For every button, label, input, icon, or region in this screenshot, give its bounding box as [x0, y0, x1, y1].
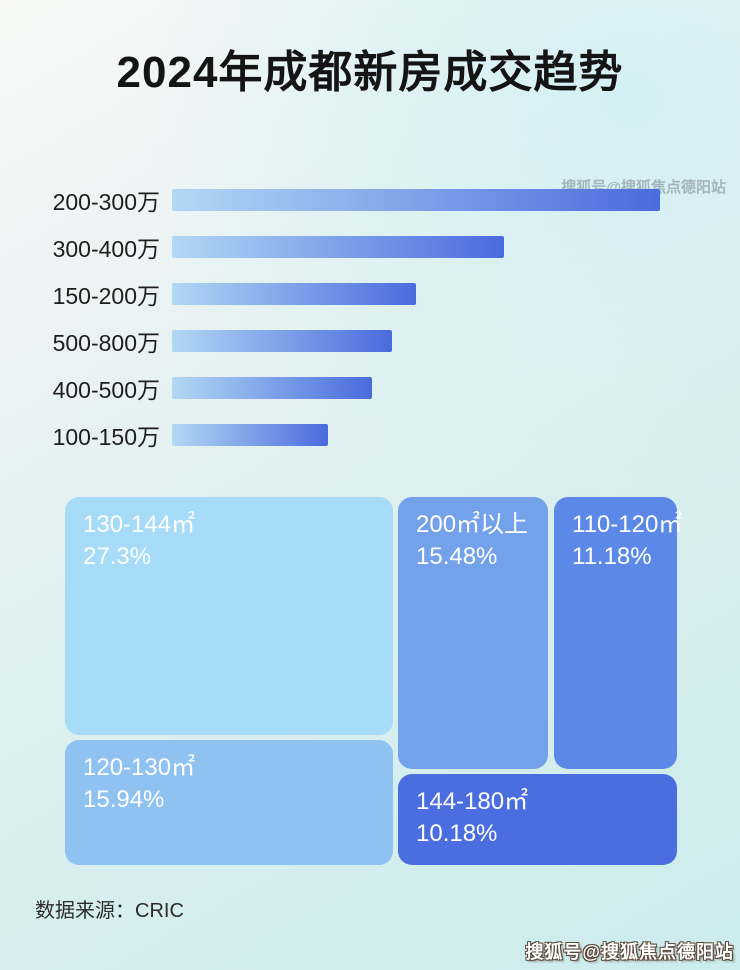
- watermark-bottom: 搜狐号@搜狐焦点德阳站: [525, 942, 734, 962]
- bar-category-label: 500-800万: [52, 330, 160, 356]
- bar-fill: [172, 189, 660, 211]
- treemap-block-label: 130-144㎡: [83, 511, 196, 538]
- bar-row: 100-150万: [28, 424, 660, 450]
- bar-category-label: 200-300万: [52, 189, 160, 215]
- bar-track: [172, 283, 660, 305]
- bar-track: [172, 377, 660, 399]
- treemap-block-value: 15.94%: [83, 786, 165, 813]
- bar-fill: [172, 330, 392, 352]
- price-range-bar-chart: 200-300万 300-400万 150-200万 500-800万 400-…: [28, 189, 660, 471]
- bar-row: 500-800万: [28, 330, 660, 356]
- data-source-note: 数据来源：CRIC: [35, 900, 184, 922]
- treemap-block-120-130: 120-130㎡ 15.94%: [65, 740, 393, 865]
- bar-category-label: 100-150万: [52, 424, 160, 450]
- bar-category-label: 400-500万: [52, 377, 160, 403]
- treemap-block-label: 110-120㎡: [572, 511, 683, 538]
- treemap-block-144-180: 144-180㎡ 10.18%: [398, 774, 677, 865]
- bar-track: [172, 424, 660, 446]
- bar-fill: [172, 283, 416, 305]
- bar-row: 150-200万: [28, 283, 660, 309]
- bar-track: [172, 330, 660, 352]
- treemap-block-label: 144-180㎡: [416, 788, 529, 815]
- treemap-block-value: 27.3%: [83, 543, 152, 570]
- treemap-block-130-144: 130-144㎡ 27.3%: [65, 497, 393, 735]
- area-share-treemap: 130-144㎡ 27.3% 120-130㎡ 15.94% 200㎡以上 15…: [65, 497, 683, 865]
- bar-category-label: 300-400万: [52, 236, 160, 262]
- treemap-block-value: 10.18%: [416, 820, 498, 847]
- page-title: 2024年成都新房成交趋势: [116, 48, 624, 97]
- bar-row: 400-500万: [28, 377, 660, 403]
- bar-row: 300-400万: [28, 236, 660, 262]
- bar-fill: [172, 377, 373, 399]
- treemap-block-value: 11.18%: [572, 543, 652, 570]
- treemap-block-label: 120-130㎡: [83, 754, 196, 781]
- bar-row: 200-300万: [28, 189, 660, 215]
- treemap-block-label: 200㎡以上: [416, 511, 529, 538]
- bar-fill: [172, 424, 329, 446]
- bar-track: [172, 236, 660, 258]
- bar-track: [172, 189, 660, 211]
- treemap-block-110-120: 110-120㎡ 11.18%: [554, 497, 683, 769]
- treemap-block-value: 15.48%: [416, 543, 498, 570]
- bar-category-label: 150-200万: [52, 283, 160, 309]
- bar-fill: [172, 236, 504, 258]
- treemap-block-200-plus: 200㎡以上 15.48%: [398, 497, 548, 769]
